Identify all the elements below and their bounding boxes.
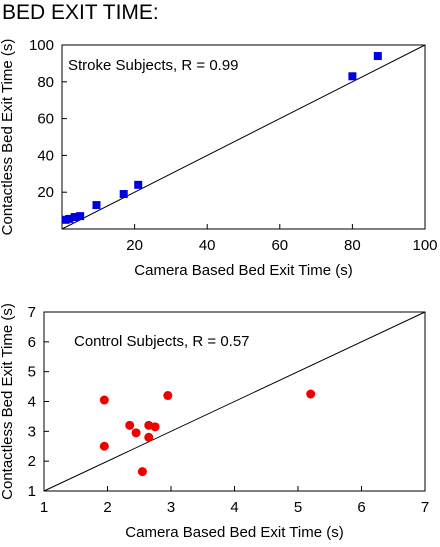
stroke-data-point [373,52,382,61]
stroke-x-tick-label: 20 [126,237,143,254]
stroke-annotation: Stroke Subjects, R = 0.99 [68,57,239,74]
stroke-x-tick-label: 100 [412,237,437,254]
control-y-tick-label: 2 [28,453,36,470]
stroke-data-point [119,190,128,199]
control-data-point [99,441,109,451]
control-x-tick-label: 1 [40,499,48,516]
stroke-y-tick-label: 100 [29,37,54,54]
stroke-x-axis-title: Camera Based Bed Exit Time (s) [134,262,352,279]
control-x-tick-label: 6 [357,499,365,516]
stroke-plot-frame [61,44,426,230]
control-data-point [99,395,109,405]
stroke-reference-line [61,44,426,230]
control-y-tick-label: 7 [28,304,36,321]
stroke-y-axis-title: Contactless Bed Exit Time (s) [0,39,16,236]
stroke-data-point [92,201,101,210]
control-reference-line [43,311,426,492]
stroke-y-tick-label: 60 [37,111,54,128]
stroke-y-tick-label: 20 [37,184,54,201]
control-data-point [137,467,147,477]
control-y-tick-label: 6 [28,334,36,351]
control-data-point [131,428,141,438]
page-title: BED EXIT TIME: [2,1,159,24]
control-x-tick-label: 2 [103,499,111,516]
stroke-data-point [348,72,357,81]
stroke-data-point [65,214,74,223]
stroke-y-tick-label: 40 [37,147,54,164]
stroke-data-point [134,180,143,189]
control-data-point [150,422,160,432]
control-x-tick-label: 4 [230,499,238,516]
stroke-x-tick-label: 40 [199,237,216,254]
control-y-tick-label: 3 [28,423,36,440]
control-y-tick-label: 1 [28,483,36,500]
stroke-x-tick-label: 60 [271,237,288,254]
control-data-point [125,420,135,430]
control-annotation: Control Subjects, R = 0.57 [74,333,250,350]
stroke-y-tick-label: 80 [37,74,54,91]
control-y-tick-label: 5 [28,364,36,381]
control-data-point [144,432,154,442]
control-data-point [306,389,316,399]
control-x-tick-label: 3 [167,499,175,516]
control-x-tick-label: 5 [294,499,302,516]
control-y-tick-label: 4 [28,394,36,411]
control-x-axis-title: Camera Based Bed Exit Time (s) [125,524,343,541]
control-x-tick-label: 7 [421,499,429,516]
control-y-axis-title: Contactless Bed Exit Time (s) [0,303,16,500]
control-data-point [163,391,173,401]
stroke-data-point [76,212,85,221]
stroke-x-tick-label: 80 [344,237,361,254]
stroke-data-point [70,213,79,222]
